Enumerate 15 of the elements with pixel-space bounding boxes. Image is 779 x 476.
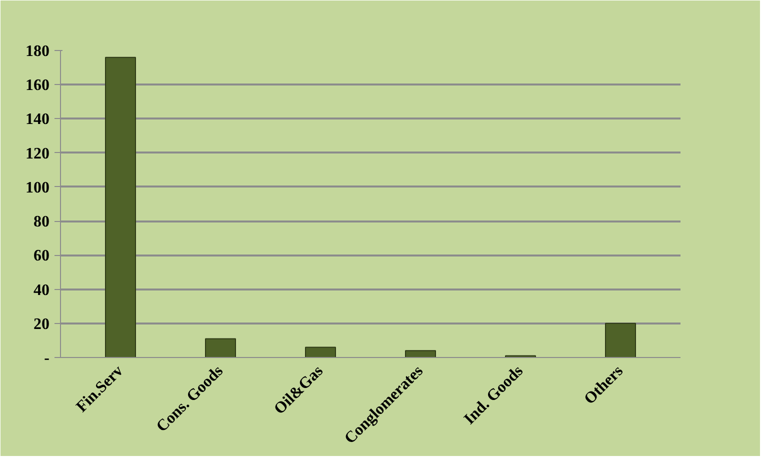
y-tick-label: 100 <box>26 179 50 196</box>
bar <box>605 322 636 358</box>
y-tick-label: 20 <box>34 316 50 333</box>
y-tick-label: - <box>44 350 50 367</box>
y-tick-label: 40 <box>34 282 50 299</box>
y-tick-label: 140 <box>26 111 50 128</box>
y-tick-label: 60 <box>34 248 50 265</box>
y-tick-label: 120 <box>26 145 50 162</box>
bar <box>105 56 136 358</box>
y-tick-label: 180 <box>26 43 50 60</box>
bar <box>305 346 336 358</box>
y-tick-label: 160 <box>26 77 50 94</box>
bar <box>405 350 436 358</box>
y-tick-label: 80 <box>34 214 50 231</box>
bar <box>205 338 236 358</box>
